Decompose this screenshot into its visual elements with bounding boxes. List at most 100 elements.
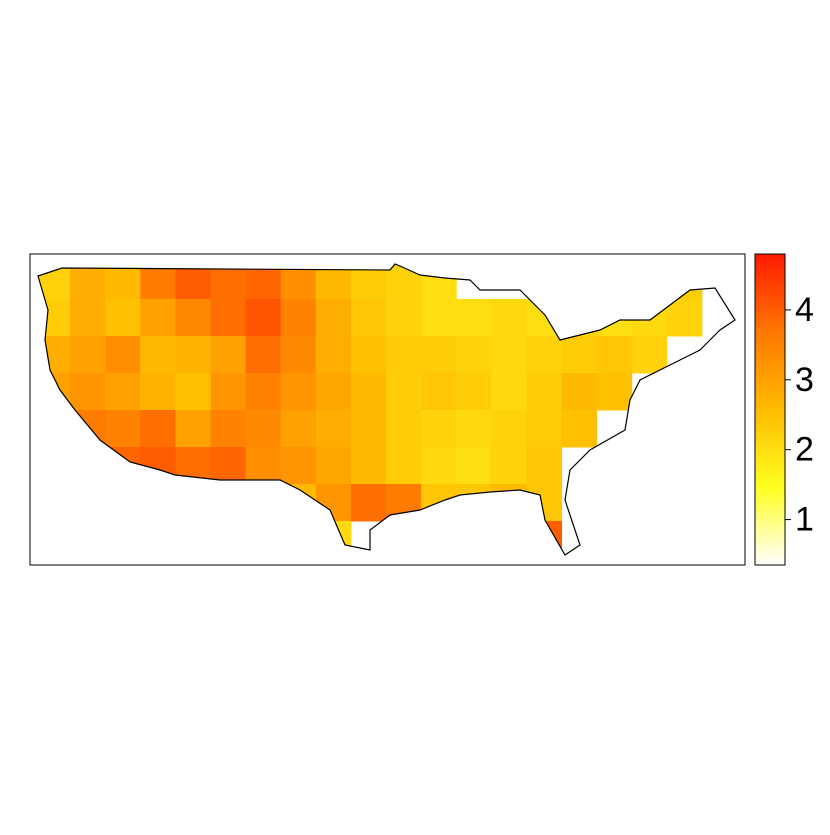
grid-cell [245,264,282,300]
grid-cell [175,484,211,522]
grid-cell [350,264,387,300]
grid-cell [280,447,317,485]
grid-cell [280,299,317,337]
grid-cell [386,410,422,448]
grid-cell [280,264,317,300]
grid-cell [491,336,527,374]
grid-cell [210,299,247,337]
grid-cell [526,299,562,337]
grid-cell [175,336,211,374]
grid-cell [175,373,211,411]
grid-cell [350,299,387,337]
grid-cell [175,299,211,337]
grid-cell [456,373,492,411]
grid-cell [70,336,106,374]
grid-cell [350,336,387,374]
grid-cell [175,410,211,448]
grid-cell [350,447,387,485]
grid-cell [105,373,141,411]
grid-cell [210,447,247,485]
grid-cell [105,447,141,485]
grid-cell [70,373,106,411]
grid-cell [70,299,106,337]
grid-cell [315,484,352,522]
grid-cell [421,373,457,411]
grid-cell [526,447,562,485]
grid-cell [210,484,247,522]
grid-cell [70,264,106,300]
grid-cell [350,373,387,411]
grid-cell [421,336,457,374]
grid-cell [245,521,282,555]
grid-cell [140,336,176,374]
grid-cell [105,299,141,337]
grid-cell [280,336,317,374]
grid-cell [456,410,492,448]
grid-cell [561,410,598,448]
map-frame [29,253,746,566]
grid-cell [38,373,71,411]
grid-cell [386,484,422,522]
grid-cell [666,299,703,337]
grid-cell [350,410,387,448]
colorbar-tick-label: 3 [795,361,814,399]
grid-cell [456,336,492,374]
grid-cell [38,410,71,448]
grid-cell [386,373,422,411]
grid-cell [526,373,562,411]
grid-cell [140,373,176,411]
grid-cell [175,264,211,300]
raster [38,264,703,555]
grid-cell [210,264,247,300]
grid-cell [140,264,176,300]
grid-cell [315,447,352,485]
grid-cell [631,264,668,300]
grid-cell [280,521,317,555]
grid-cell [210,336,247,374]
grid-cell [38,336,71,374]
grid-cell [280,373,317,411]
grid-cell [421,264,457,300]
grid-cell [245,410,282,448]
grid-cell [386,299,422,337]
grid-cell [245,484,282,522]
grid-cell [38,299,71,337]
grid-cell [105,336,141,374]
grid-cell [456,299,492,337]
grid-cell [421,447,457,485]
grid-cell [631,299,668,337]
grid-cell [315,264,352,300]
grid-cell [456,484,492,522]
grid-cell [526,336,562,374]
grid-cell [596,373,633,411]
grid-cell [561,373,598,411]
grid-cell [596,299,633,337]
grid-cell [70,447,106,485]
grid-cell [491,447,527,485]
grid-cell [210,373,247,411]
grid-cell [386,336,422,374]
grid-cell [456,447,492,485]
grid-cell [105,410,141,448]
grid-cell [315,336,352,374]
grid-cell [491,410,527,448]
grid-cell [491,484,527,522]
grid-cell [140,410,176,448]
grid-cell [421,410,457,448]
colorbar-tick-label: 1 [795,501,814,539]
colorbar-tick-label: 4 [795,291,814,329]
grid-cell [315,410,352,448]
grid-cell [526,410,562,448]
grid-cell [140,299,176,337]
grid-cell [421,299,457,337]
grid-cell [561,299,598,337]
grid-cell [386,447,422,485]
colorbar [754,253,786,566]
grid-cell [491,373,527,411]
grid-cell [280,410,317,448]
grid-cell [315,373,352,411]
grid-cell [315,299,352,337]
grid-cell [245,336,282,374]
grid-cell [70,410,106,448]
